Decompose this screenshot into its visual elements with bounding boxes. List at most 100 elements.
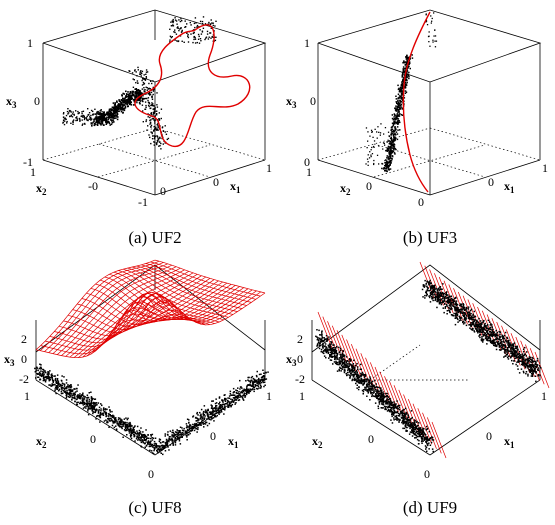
panel-c-point [165,444,167,447]
panel-c-point [262,375,265,377]
panel-d-point [515,345,517,348]
panel-a-point [100,109,102,111]
panel-a-point [122,97,124,100]
panel-c-point [122,425,124,427]
panel-d-point [404,418,406,420]
panel-d-point [357,368,359,370]
panel-c-point [70,385,72,388]
panel-b-point [406,79,408,82]
panel-b-point [391,140,393,143]
panel-a-point [137,91,139,93]
panel-b-point [385,167,387,169]
panel-a-point [103,119,106,121]
panel-a-point [161,126,164,128]
panel-a-point [169,35,172,37]
panel-d-point [423,439,426,441]
panel-a-point [100,118,102,120]
panel-a-point [112,119,115,121]
panel-d-point [415,430,418,432]
panel-c-point [43,377,45,379]
panel-d-point [317,337,319,339]
panel-c-point [174,440,176,443]
panel-d-point [455,314,457,316]
panel-d-point [465,307,468,310]
panel-a-point [129,92,132,94]
panel-c-point [259,387,262,389]
panel-c-point [95,402,98,404]
panel-c-point [195,416,197,419]
panel-d-point [532,366,535,369]
panel-d-point [360,368,362,370]
panel-b-point [387,168,390,171]
panel-d-point [495,329,497,332]
panel-b-x3-tick-top: 1 [304,36,310,50]
panel-c-point [215,410,218,413]
panel-b-point [387,163,389,165]
panel-c-point [117,423,119,425]
panel-a-point [202,16,205,18]
panel-b-point [389,150,391,153]
panel-d-point [387,403,389,405]
panel-c-point [63,383,66,386]
panel-c-point [143,433,145,436]
panel-c-point [179,430,181,432]
panel-d-point [425,429,427,431]
panel-c-point [219,405,222,407]
panel-b-point [397,122,399,124]
panel-c-point [130,430,132,432]
panel-d-point [431,284,434,287]
panel-c-point [145,436,147,438]
panel-a-point [176,23,178,25]
panel-c-point [82,392,84,394]
panel-c-point [100,403,102,405]
panel-c-point [218,397,221,399]
panel-c-point [59,383,62,386]
panel-d-point [342,349,344,352]
panel-d-point [356,381,359,383]
panel-c-point [114,420,116,422]
panel-d-point [334,362,337,364]
panel-a-point [70,122,72,124]
panel-c-point [66,389,68,392]
panel-d-point [418,435,420,438]
panel-d-point [403,414,406,416]
panel-c-point [171,434,173,436]
panel-b-point [406,57,408,59]
panel-c-point [262,378,264,381]
panel-b-point [399,90,401,93]
panel-d-point [381,399,383,401]
panel-b-point [401,94,403,96]
panel-a-point [81,124,83,126]
panel-b-point [396,105,399,108]
panel-a-point [108,110,111,113]
panel-d-point [333,344,335,346]
panel-a-point [210,37,212,39]
panel-b-point [373,163,375,166]
panel-b-point [398,113,400,115]
panel-d-point [427,287,429,290]
panel-d-point [360,374,363,377]
panel-d-point [395,415,397,418]
panel-c-point [85,399,88,402]
panel-d-point [348,358,351,361]
panel-d-point [407,416,410,418]
panel-c-point [42,374,45,377]
panel-a-point [185,26,187,28]
panel-d-point [417,443,420,445]
panel-d-point [325,346,328,348]
panel-d-point [442,283,444,285]
panel-b-point [399,104,401,107]
panel-d-point [488,340,491,342]
panel-a-point [153,109,156,111]
panel-d-point [450,301,452,303]
panel-a-point [86,115,88,118]
panel-c-point [202,423,205,425]
panel-b-point [395,148,397,151]
panel-c-point [119,421,121,424]
panel-c-point [48,378,50,381]
panel-c-point [144,435,146,437]
panel-d-point [413,421,416,423]
panel-a-point [197,38,200,40]
panel-d-point [508,345,510,347]
panel-b-point [399,95,402,98]
